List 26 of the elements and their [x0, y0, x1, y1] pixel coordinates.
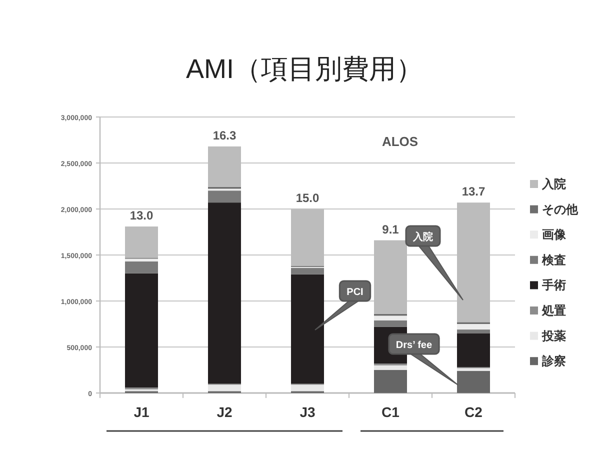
legend-label: 画像 [542, 228, 567, 242]
x-tick-label: J2 [216, 404, 232, 420]
legend-label: 入院 [541, 177, 566, 191]
callout: 入院 [405, 225, 464, 300]
legend-label: その他 [542, 202, 579, 216]
callout: PCI [314, 280, 372, 330]
legend-label: 処置 [541, 304, 566, 318]
x-tick-label: J3 [300, 404, 316, 420]
annotation: 13.7 [462, 184, 486, 199]
annotation: 9.1 [382, 222, 400, 236]
annotation: 13.0 [130, 208, 154, 222]
x-tick-label: C1 [382, 404, 400, 420]
callout: Drs’ fee [388, 333, 458, 386]
annotation: 16.3 [212, 128, 236, 142]
x-tick-label: J1 [134, 404, 150, 420]
x-tick-label: C2 [464, 404, 483, 420]
legend-label: 診察 [541, 354, 566, 368]
annotation: Drs’ fee [396, 340, 432, 351]
annotation: ALOS [382, 134, 418, 149]
annotation: 15.0 [296, 191, 320, 205]
chart-title: AMI（項目別費用） [186, 54, 424, 84]
annotation: PCI [346, 287, 364, 298]
annotation: 入院 [412, 231, 433, 243]
legend-label: 手術 [541, 278, 566, 292]
legend-label: 検査 [541, 252, 566, 267]
legend-label: 投薬 [541, 328, 566, 343]
